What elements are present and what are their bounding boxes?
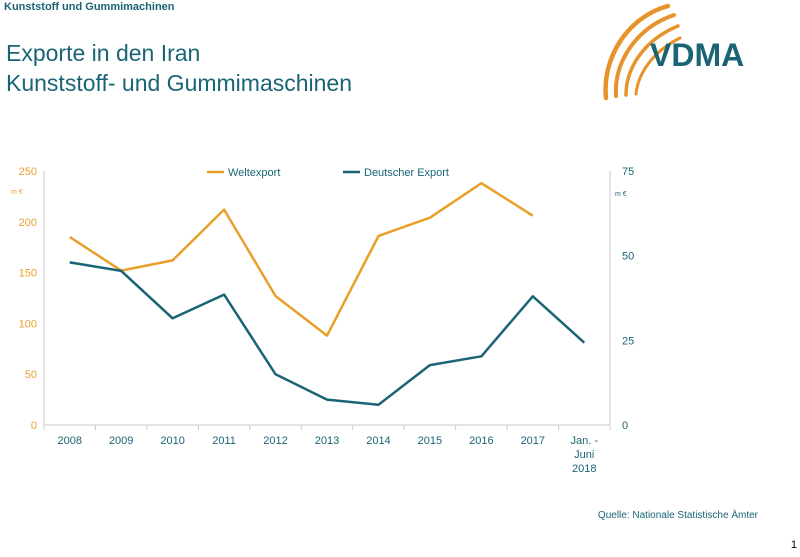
title-line-2: Kunststoff- und Gummimaschinen [6,70,353,96]
y-left-tick-label: 0 [31,420,37,432]
legend-label: Weltexport [228,167,280,179]
x-tick-label: 2010 [160,435,184,447]
x-tick-label: 2013 [315,435,339,447]
y-right-tick-label: 75 [622,166,634,178]
chart-axes: 0 50 100 150 200 250 0 25 50 75 m € m € 2008 2009 2010… [11,166,634,475]
vdma-logo: VDMA [603,3,744,101]
source-note: Quelle: Nationale Statistische Ämter [597,510,758,521]
x-tick-label: 2008 [57,435,81,447]
title-line-1: Exporte in den Iran [6,40,201,66]
y-right-tick-label: 0 [622,420,628,432]
header-tag: Kunststoff und Gummimachinen [4,1,175,13]
y-right-tick-label: 25 [622,335,634,347]
series-line-weltexport [69,181,534,337]
x-tick-label: Jan. -Juni 2018 [571,435,599,475]
y-right-tick-label: 50 [622,251,634,263]
chart-series [69,181,586,406]
x-tick-label: 2009 [109,435,133,447]
chart-legend: Weltexport Deutscher Export [207,167,449,179]
y-left-tick-label: 50 [25,369,37,381]
y-left-unit: m € [11,189,23,196]
x-tick-label: 2015 [418,435,442,447]
y-left-tick-label: 150 [19,268,37,280]
x-tick-label: 2017 [521,435,545,447]
x-tick-label: 2012 [263,435,287,447]
logo-arcs-icon [603,3,682,101]
page-title: Exporte in den Iran Kunststoff- und Gumm… [6,38,352,98]
page-number: 1 [790,539,797,551]
y-left-tick-label: 100 [19,318,37,330]
y-right-unit: m € [615,191,627,198]
y-left-tick-label: 250 [19,166,37,178]
x-tick-label: 2014 [366,435,390,447]
y-left-tick-label: 200 [19,217,37,229]
series-line-deutscher-export [69,261,586,406]
x-tick-label: 2016 [469,435,493,447]
legend-label: Deutscher Export [364,167,449,179]
x-tick-label: 2011 [212,435,236,447]
logo-text: VDMA [650,37,744,73]
